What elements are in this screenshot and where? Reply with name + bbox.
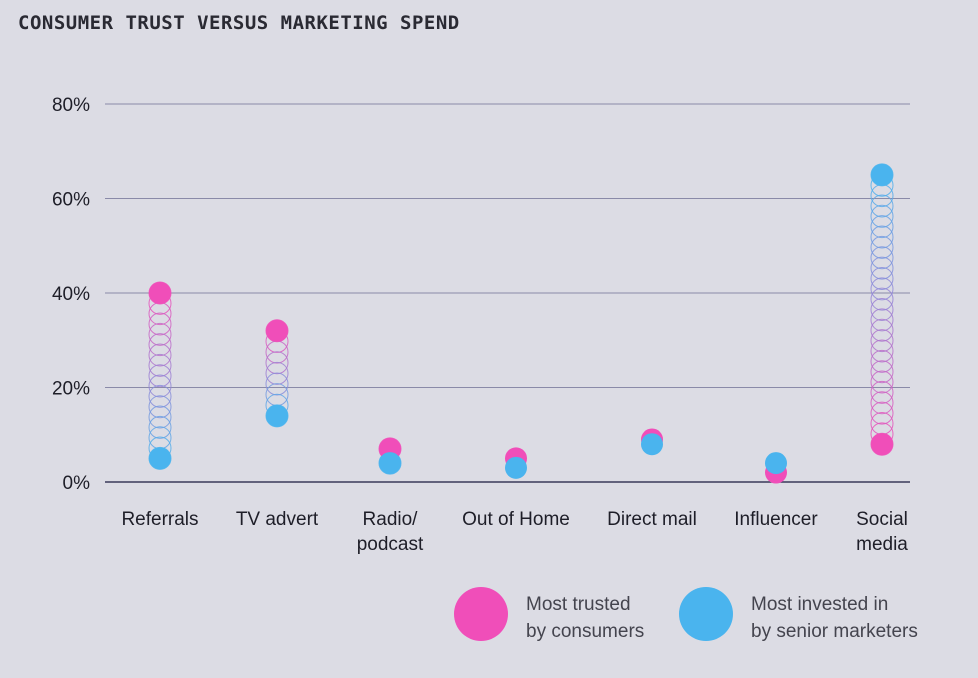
legend-invested-swatch <box>679 587 733 641</box>
gridlines <box>105 103 910 483</box>
range-ring <box>148 364 172 388</box>
invested-point <box>871 163 893 186</box>
range-ring <box>870 287 894 311</box>
x-tick-label: Direct mail <box>607 509 697 530</box>
range-ring <box>148 343 172 367</box>
range-ring <box>870 339 894 363</box>
range-ring <box>870 235 894 259</box>
range-ring <box>870 184 894 208</box>
invested-point <box>149 447 171 470</box>
y-tick-label: 20% <box>52 379 90 400</box>
range-ring <box>870 349 894 373</box>
range-ring <box>870 329 894 353</box>
range-ring <box>870 277 894 301</box>
legend: Most trusted by consumers Most invested in… <box>454 587 918 642</box>
x-tick-label: Out of Home <box>462 509 570 530</box>
range-ring <box>265 351 289 375</box>
trusted-point <box>266 319 288 342</box>
range-ring <box>870 360 894 384</box>
range-ring <box>870 256 894 280</box>
data-points <box>149 163 893 484</box>
range-ring <box>148 312 172 336</box>
range-ring <box>265 361 289 385</box>
range-ring <box>148 384 172 408</box>
legend-trusted-label: Most trusted by consumers <box>526 594 644 642</box>
invested-point <box>266 404 288 427</box>
range-ring <box>870 225 894 249</box>
range-ring <box>148 353 172 377</box>
range-ring <box>148 415 172 439</box>
range-ring <box>870 380 894 404</box>
invested-point <box>505 456 527 479</box>
range-ring <box>870 266 894 290</box>
range-ring <box>870 308 894 332</box>
invested-point <box>379 452 401 475</box>
range-ring <box>148 322 172 346</box>
range-ring <box>870 401 894 425</box>
chart-title: CONSUMER TRUST VERSUS MARKETING SPEND <box>18 12 460 34</box>
x-tick-label: Social media <box>856 509 908 555</box>
y-tick-label: 60% <box>52 190 90 211</box>
range-ring <box>870 411 894 435</box>
y-tick-label: 0% <box>63 473 91 494</box>
range-rings <box>148 163 894 475</box>
range-ring <box>148 374 172 398</box>
x-tick-label: Influencer <box>734 509 818 530</box>
invested-point <box>641 433 663 456</box>
range-ring <box>148 333 172 357</box>
x-tick-label: TV advert <box>236 509 319 530</box>
range-ring <box>870 194 894 218</box>
range-ring <box>870 298 894 322</box>
legend-invested-label: Most invested in by senior marketers <box>751 594 918 642</box>
range-ring <box>148 426 172 450</box>
x-tick-label: Referrals <box>121 509 198 530</box>
range-ring <box>870 318 894 342</box>
y-tick-label: 80% <box>52 95 90 116</box>
range-ring <box>148 395 172 419</box>
range-ring <box>148 302 172 326</box>
y-tick-label: 40% <box>52 284 90 305</box>
x-tick-label: Radio/podcast <box>357 509 424 555</box>
legend-trusted-swatch <box>454 587 508 641</box>
y-axis-ticks: 0% 20% 40% 60% 80% <box>52 95 90 494</box>
trusted-point <box>871 433 893 456</box>
x-axis-labels: Referrals TV advert Radio/podcast Out of Ho… <box>121 509 908 555</box>
range-ring <box>870 204 894 228</box>
range-ring <box>870 215 894 239</box>
trusted-point <box>149 282 171 304</box>
range-ring <box>870 391 894 415</box>
range-ring <box>265 372 289 396</box>
range-ring <box>870 246 894 270</box>
range-ring <box>870 370 894 394</box>
invested-point <box>765 452 787 475</box>
range-ring <box>148 405 172 429</box>
